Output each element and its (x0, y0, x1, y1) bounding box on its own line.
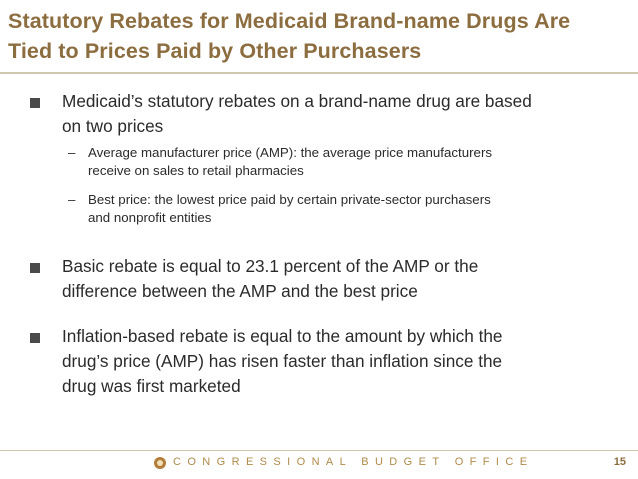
bullet-line: difference between the AMP and the best … (62, 281, 418, 301)
title-divider (0, 72, 638, 74)
dash-bullet-icon: – (68, 145, 76, 160)
sub-bullet-text: Best price: the lowest price paid by cer… (88, 191, 588, 227)
slide-title-line-1: Statutory Rebates for Medicaid Brand-nam… (8, 9, 571, 33)
sub-bullet-text: Average manufacturer price (AMP): the av… (88, 144, 588, 180)
bullet-text: Medicaid’s statutory rebates on a brand-… (62, 89, 602, 139)
slide-footer: CONGRESSIONAL BUDGET OFFICE 15 (0, 454, 638, 476)
bullet-line: drug was first marketed (62, 376, 241, 396)
sub-bullet-line: Best price: the lowest price paid by cer… (88, 192, 491, 207)
bullet-text: Inflation-based rebate is equal to the a… (62, 324, 602, 399)
square-bullet-icon (30, 98, 40, 108)
organization-name: CONGRESSIONAL BUDGET OFFICE (173, 456, 534, 468)
slide-title-line-2: Tied to Prices Paid by Other Purchasers (8, 39, 422, 63)
slide-title: Statutory Rebates for Medicaid Brand-nam… (8, 6, 628, 66)
bullet-line: Inflation-based rebate is equal to the a… (62, 326, 503, 346)
bullet-line: Medicaid’s statutory rebates on a brand-… (62, 91, 532, 111)
bullet-line: Basic rebate is equal to 23.1 percent of… (62, 256, 479, 276)
square-bullet-icon (30, 263, 40, 273)
square-bullet-icon (30, 333, 40, 343)
cbo-logo-icon (154, 457, 166, 469)
sub-bullet-line: Average manufacturer price (AMP): the av… (88, 145, 493, 160)
sub-bullet-line: and nonprofit entities (88, 210, 212, 225)
footer-divider (0, 450, 638, 451)
bullet-line: on two prices (62, 116, 164, 136)
bullet-line: drug’s price (AMP) has risen faster than… (62, 351, 503, 371)
sub-bullet-line: receive on sales to retail pharmacies (88, 163, 304, 178)
page-number: 15 (613, 456, 626, 468)
dash-bullet-icon: – (68, 192, 76, 207)
bullet-text: Basic rebate is equal to 23.1 percent of… (62, 254, 602, 304)
